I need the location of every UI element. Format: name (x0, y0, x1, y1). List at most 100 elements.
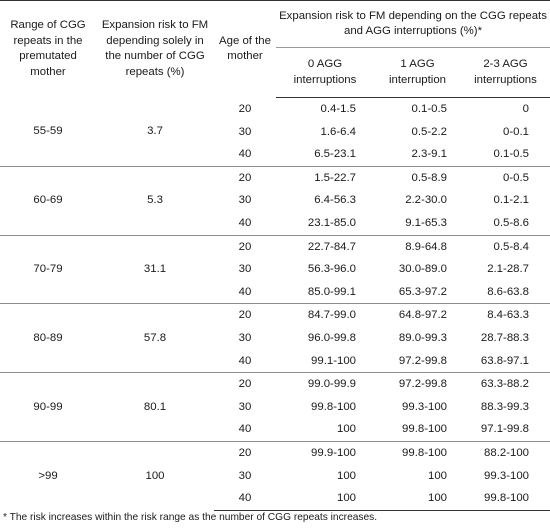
agg1-cell: 8.9-64.8 (374, 234, 461, 259)
age-cell: 20 (214, 303, 276, 327)
table-row: 30 100 100 99.3-100 (0, 465, 550, 488)
agg0-cell: 99.0-99.9 (276, 372, 374, 396)
agg1-cell: 97.2-99.8 (374, 372, 461, 396)
age-cell: 30 (238, 125, 252, 138)
agg0-cell: 100 (336, 423, 356, 436)
risk-solely-cell: 57.8 (96, 303, 214, 373)
agg23-cell: 2.1-28.7 (487, 263, 529, 276)
table-row: 90-99 80.1 20 99.0-99.9 97.2-99.8 63.3-88.2 (0, 372, 550, 442)
agg0-cell: 85.0-99.1 (307, 285, 356, 298)
table-row: 40 6.5-23.1 2.3-9.1 0.1-0.5 (0, 143, 550, 166)
agg1-cell: 0.5-8.9 (374, 165, 461, 190)
agg23-cell: 88.2-100 (461, 440, 550, 465)
table-row: 40 100 100 99.8-100 (0, 487, 550, 511)
agg1-cell: 65.3-97.2 (398, 285, 447, 298)
agg0-cell: 56.3-96.0 (307, 263, 356, 276)
agg1-cell: 100 (374, 487, 461, 511)
agg23-cell: 63.8-97.1 (480, 354, 529, 367)
agg0-cell: 0.4-1.5 (320, 103, 356, 115)
range-cell: 55-59 (33, 125, 63, 138)
agg23-cell: 88.3-99.3 (480, 400, 529, 413)
agg23-cell: 97.1-99.8 (480, 423, 529, 436)
range-cell: 90-99 (0, 372, 96, 442)
table-row: 40 85.0-99.1 65.3-97.2 8.6-63.8 (0, 281, 550, 304)
agg23-cell: 8.6-63.8 (487, 285, 529, 298)
age-cell: 30 (238, 331, 252, 344)
age-cell: 30 (238, 400, 252, 413)
agg23-cell: 99.3-100 (484, 469, 529, 482)
table-row: 70-79 31.1 20 22.7-84.7 8.9-64.8 0.5-8.4 (0, 234, 550, 304)
agg1-cell: 64.8-97.2 (374, 303, 461, 327)
range-cell: >99 (0, 440, 96, 511)
agg23-cell: 0-0.5 (461, 165, 550, 190)
table-row: 30 6.4-56.3 2.2-30.0 0.1-2.1 (0, 189, 550, 212)
agg23-cell: 63.3-88.2 (461, 372, 550, 396)
header-age: Age of the mother (214, 0, 276, 98)
agg0-cell: 1.6-6.4 (320, 125, 356, 138)
range-cell: 80-89 (0, 303, 96, 373)
age-cell: 40 (214, 487, 276, 511)
agg1-cell: 9.1-65.3 (405, 216, 447, 229)
agg0-cell: 99.9-100 (276, 440, 374, 465)
risk-solely-cell: 5.3 (96, 165, 214, 236)
agg1-cell: 99.8-100 (374, 440, 461, 465)
age-cell: 40 (238, 354, 252, 367)
range-cell: 60-69 (0, 165, 96, 236)
age-cell: 40 (238, 285, 252, 298)
header-range: Range of CGG repeats in the premutated m… (0, 0, 96, 98)
age-cell: 20 (214, 234, 276, 259)
agg1-cell: 0.5-2.2 (411, 125, 447, 138)
risk-solely-cell: 80.1 (96, 372, 214, 442)
agg0-cell: 100 (276, 487, 374, 511)
table-header: Range of CGG repeats in the premutated m… (0, 0, 550, 98)
agg0-cell: 84.7-99.0 (276, 303, 374, 327)
agg0-cell: 23.1-85.0 (307, 216, 356, 229)
table-row: 40 100 99.8-100 97.1-99.8 (0, 418, 550, 441)
table-row: 30 56.3-96.0 30.0-89.0 2.1-28.7 (0, 258, 550, 281)
agg23-cell: 0 (522, 103, 529, 115)
agg1-cell: 97.2-99.8 (398, 354, 447, 367)
age-cell: 20 (238, 102, 252, 115)
age-cell: 40 (238, 216, 252, 229)
header-agg0: 0 AGG interruptions (276, 47, 374, 98)
agg23-cell: 0.5-8.4 (461, 234, 550, 259)
age-cell: 20 (214, 440, 276, 465)
agg23-cell: 99.8-100 (461, 487, 550, 511)
header-agg1: 1 AGG interruption (374, 47, 461, 98)
age-cell: 20 (214, 372, 276, 396)
agg0-cell: 99.1-100 (311, 354, 356, 367)
agg23-cell: 28.7-88.3 (480, 331, 529, 344)
footnote: * The risk increases within the risk ran… (3, 512, 378, 523)
risk-solely-cell: 100 (96, 440, 214, 511)
agg0-cell: 1.5-22.7 (276, 165, 374, 190)
agg0-cell: 6.4-56.3 (314, 194, 356, 207)
header-agg23: 2-3 AGG interruptions (461, 47, 550, 98)
table-row: 80-89 57.8 20 84.7-99.0 64.8-97.2 8.4-63.3 (0, 303, 550, 373)
table-row: 40 23.1-85.0 9.1-65.3 0.5-8.6 (0, 212, 550, 235)
agg0-cell: 6.5-23.1 (314, 148, 356, 161)
age-cell: 20 (214, 165, 276, 190)
agg23-cell: 0.5-8.6 (493, 216, 529, 229)
age-cell: 40 (238, 423, 252, 436)
table-row: 30 99.8-100 99.3-100 88.3-99.3 (0, 396, 550, 419)
agg0-cell: 22.7-84.7 (276, 234, 374, 259)
agg1-cell: 89.0-99.3 (398, 331, 447, 344)
header-agg-group: Expansion risk to FM depending on the CG… (276, 0, 550, 48)
table-row: 60-69 5.3 20 1.5-22.7 0.5-8.9 0-0.5 (0, 165, 550, 236)
agg23-cell: 8.4-63.3 (461, 303, 550, 327)
agg1-cell: 2.3-9.1 (411, 148, 447, 161)
risk-solely-cell: 31.1 (96, 234, 214, 304)
table-row: 55-59 3.7 20 0.4-1.5 0.1-0.5 0 (0, 98, 550, 138)
table-row: >99 100 20 99.9-100 99.8-100 88.2-100 (0, 440, 550, 511)
agg23-cell: 0.1-0.5 (493, 148, 529, 161)
agg1-cell: 99.8-100 (402, 423, 447, 436)
agg1-cell: 0.1-0.5 (411, 103, 447, 115)
agg1-cell: 99.3-100 (402, 400, 447, 413)
table-row: 30 96.0-99.8 89.0-99.3 28.7-88.3 (0, 327, 550, 350)
agg0-cell: 96.0-99.8 (307, 331, 356, 344)
age-cell: 40 (238, 148, 252, 161)
expansion-risk-table: Range of CGG repeats in the premutated m… (0, 0, 550, 511)
agg1-cell: 30.0-89.0 (398, 263, 447, 276)
range-cell: 70-79 (0, 234, 96, 304)
